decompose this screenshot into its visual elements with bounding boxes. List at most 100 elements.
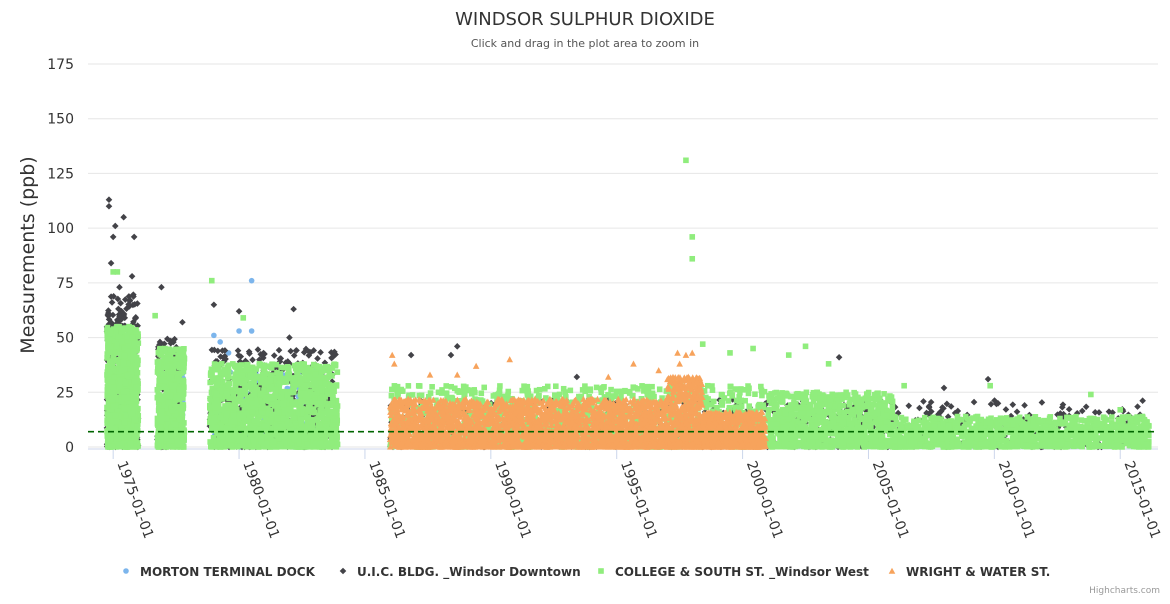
data-point[interactable] <box>180 430 186 436</box>
data-point[interactable] <box>270 396 276 402</box>
data-point[interactable] <box>214 424 220 430</box>
data-point[interactable] <box>264 440 270 446</box>
data-point[interactable] <box>309 433 315 439</box>
data-point[interactable] <box>132 378 138 384</box>
data-point[interactable] <box>126 324 132 330</box>
data-point[interactable] <box>277 381 283 387</box>
data-point[interactable] <box>261 423 267 429</box>
data-point[interactable] <box>306 406 312 412</box>
data-point[interactable] <box>108 329 114 335</box>
data-point[interactable] <box>249 278 255 284</box>
data-point[interactable] <box>214 397 220 403</box>
data-point[interactable] <box>304 442 310 448</box>
data-point[interactable] <box>223 418 229 424</box>
data-point[interactable] <box>157 392 163 398</box>
data-point[interactable] <box>116 384 122 390</box>
data-point[interactable] <box>275 416 281 422</box>
data-point[interactable] <box>214 390 220 396</box>
data-point[interactable] <box>236 378 242 384</box>
data-point[interactable] <box>218 444 224 450</box>
data-point[interactable] <box>110 397 116 403</box>
data-point[interactable] <box>250 409 256 415</box>
data-point[interactable] <box>169 438 175 444</box>
data-point[interactable] <box>318 374 324 380</box>
data-point[interactable] <box>313 382 319 388</box>
data-point[interactable] <box>314 390 320 396</box>
data-point[interactable] <box>113 437 119 443</box>
data-point[interactable] <box>169 383 175 389</box>
data-point[interactable] <box>326 411 332 417</box>
data-point[interactable] <box>121 325 127 331</box>
data-point[interactable] <box>325 403 331 409</box>
data-point[interactable] <box>121 345 127 351</box>
data-point[interactable] <box>136 340 142 346</box>
data-point[interactable] <box>261 364 267 370</box>
data-point[interactable] <box>284 392 290 398</box>
data-point[interactable] <box>250 400 256 406</box>
data-point[interactable] <box>155 387 161 393</box>
data-point[interactable] <box>230 405 236 411</box>
data-point[interactable] <box>111 385 117 391</box>
data-point[interactable] <box>311 444 317 450</box>
data-point[interactable] <box>159 409 165 415</box>
data-point[interactable] <box>329 440 335 446</box>
data-point[interactable] <box>133 384 139 390</box>
data-point[interactable] <box>334 435 340 441</box>
data-point[interactable] <box>121 360 127 366</box>
data-point[interactable] <box>155 442 161 448</box>
data-point[interactable] <box>224 403 230 409</box>
data-point[interactable] <box>312 372 318 378</box>
data-point[interactable] <box>246 367 252 373</box>
data-point[interactable] <box>162 346 168 352</box>
data-point[interactable] <box>110 390 116 396</box>
data-point[interactable] <box>176 377 182 383</box>
data-point[interactable] <box>216 430 222 436</box>
data-point[interactable] <box>121 432 127 438</box>
data-point[interactable] <box>258 437 264 443</box>
data-point[interactable] <box>608 387 614 393</box>
data-point[interactable] <box>110 403 116 409</box>
data-point[interactable] <box>330 395 336 401</box>
data-point[interactable] <box>228 442 234 448</box>
data-point[interactable] <box>106 341 112 347</box>
data-point[interactable] <box>119 442 125 448</box>
data-point[interactable] <box>262 377 268 383</box>
data-point[interactable] <box>113 412 119 418</box>
data-point[interactable] <box>314 401 320 407</box>
data-point[interactable] <box>165 393 171 399</box>
data-point[interactable] <box>240 442 246 448</box>
data-point[interactable] <box>122 353 128 359</box>
data-point[interactable] <box>314 416 320 422</box>
data-point[interactable] <box>135 423 141 429</box>
data-point[interactable] <box>155 363 161 369</box>
data-point[interactable] <box>217 339 223 345</box>
data-point[interactable] <box>291 437 297 443</box>
data-point[interactable] <box>211 333 217 339</box>
data-point[interactable] <box>293 366 299 372</box>
data-point[interactable] <box>173 422 179 428</box>
data-point[interactable] <box>217 415 223 421</box>
data-point[interactable] <box>260 410 266 416</box>
data-point[interactable] <box>129 428 135 434</box>
data-point[interactable] <box>280 415 286 421</box>
data-point[interactable] <box>107 364 113 370</box>
data-point[interactable] <box>298 398 304 404</box>
data-point[interactable] <box>316 423 322 429</box>
data-point[interactable] <box>278 444 284 450</box>
data-point[interactable] <box>179 441 185 447</box>
data-point[interactable] <box>304 383 310 389</box>
data-point[interactable] <box>304 367 310 373</box>
data-point[interactable] <box>123 381 129 387</box>
data-point[interactable] <box>110 444 116 450</box>
data-point[interactable] <box>156 402 162 408</box>
data-point[interactable] <box>222 367 228 373</box>
data-point[interactable] <box>242 419 248 425</box>
data-point[interactable] <box>254 366 260 372</box>
data-point[interactable] <box>177 387 183 393</box>
data-point[interactable] <box>276 436 282 442</box>
data-point[interactable] <box>168 374 174 380</box>
data-point[interactable] <box>128 441 134 447</box>
data-point[interactable] <box>124 334 130 340</box>
